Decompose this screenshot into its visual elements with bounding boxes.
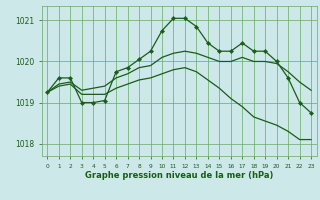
X-axis label: Graphe pression niveau de la mer (hPa): Graphe pression niveau de la mer (hPa) bbox=[85, 171, 273, 180]
